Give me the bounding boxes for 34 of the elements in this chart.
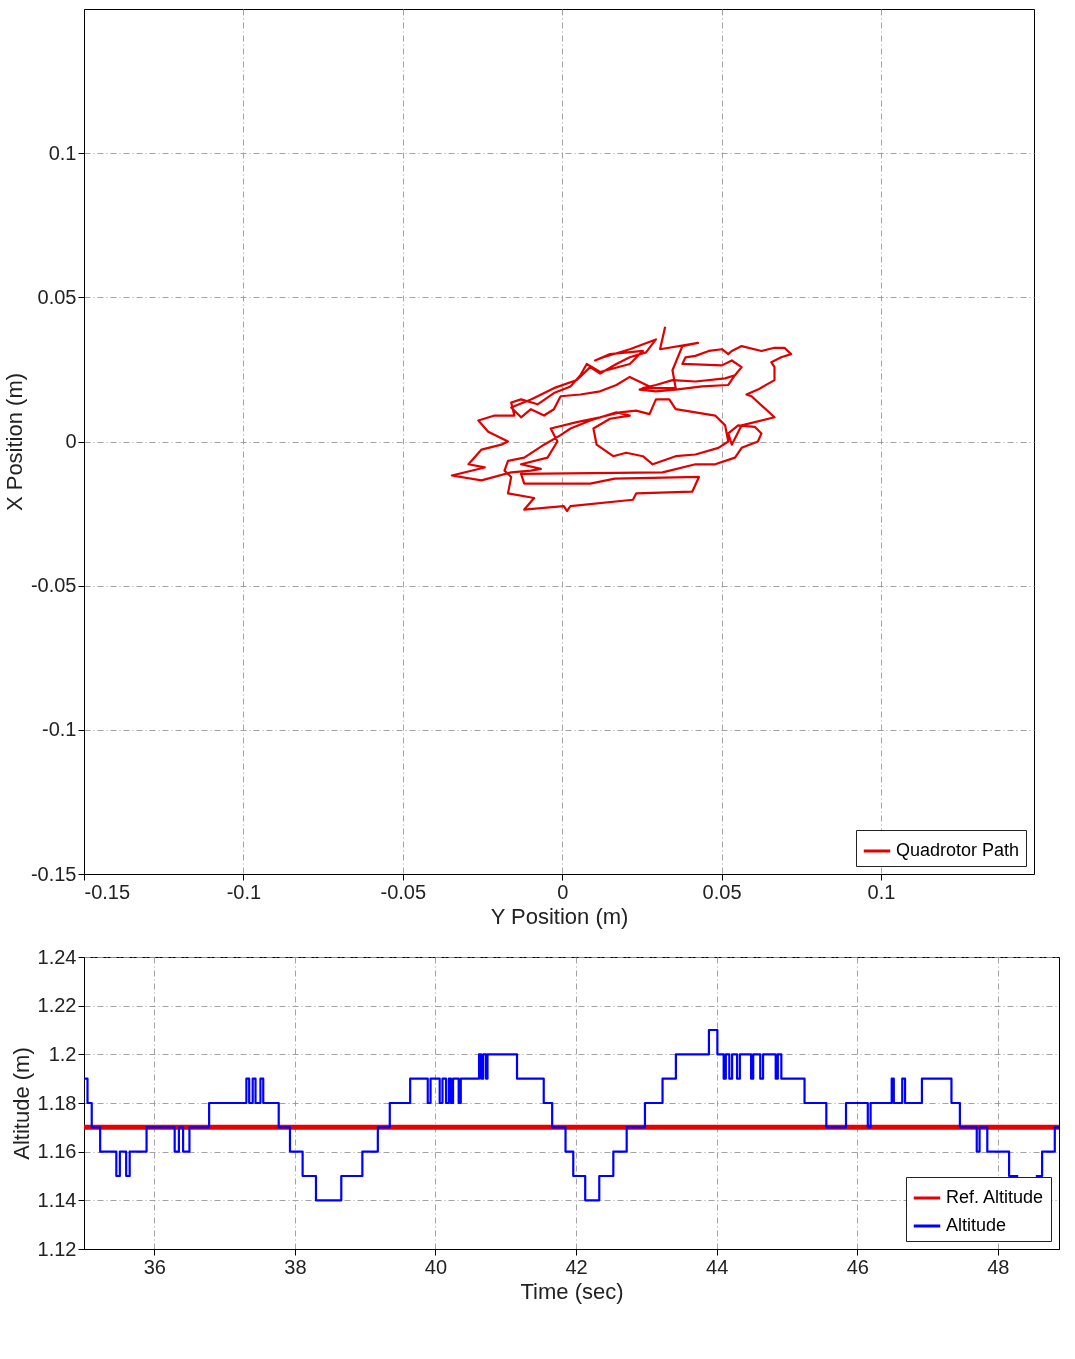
legend-label: Altitude xyxy=(946,1215,1007,1235)
x-axis-title: Y Position (m) xyxy=(490,903,629,929)
y-tick-label: 0 xyxy=(65,430,77,452)
legend-label: Ref. Altitude xyxy=(946,1187,1044,1207)
x-tick-label: 40 xyxy=(424,1255,448,1278)
y-tick-label: 1.22 xyxy=(37,994,77,1017)
y-axis-title: X Position (m) xyxy=(1,372,27,512)
y-tick-label: 0.1 xyxy=(48,141,77,164)
x-tick-label: -0.1 xyxy=(226,880,262,903)
y-tick-label: 1.12 xyxy=(37,1237,77,1260)
y-tick-label: -0.05 xyxy=(30,574,77,597)
x-tick-label: 36 xyxy=(143,1255,166,1278)
x-tick-label: -0.15 xyxy=(84,880,131,903)
y-tick-label: -0.1 xyxy=(42,718,77,741)
y-tick-label: 1.2 xyxy=(48,1042,77,1065)
y-tick-label: -0.15 xyxy=(30,862,77,885)
x-tick-label: 48 xyxy=(987,1255,1010,1278)
y-tick-label: 1.18 xyxy=(37,1091,77,1114)
x-tick-label: 0.05 xyxy=(702,880,742,903)
x-tick-label: 38 xyxy=(284,1255,307,1278)
x-tick-label: 0 xyxy=(557,880,569,903)
y-tick-label: 1.16 xyxy=(37,1140,77,1163)
legend-label: Quadrotor Path xyxy=(896,840,1020,860)
x-tick-label: -0.05 xyxy=(380,880,427,903)
y-tick-label: 0.05 xyxy=(37,285,77,308)
line-series xyxy=(450,325,793,513)
x-axis-title: Time (sec) xyxy=(520,1278,624,1304)
x-tick-label: 44 xyxy=(706,1255,729,1278)
x-tick-label: 46 xyxy=(846,1255,869,1278)
x-tick-label: 42 xyxy=(565,1255,588,1278)
y-tick-label: 1.24 xyxy=(37,945,77,968)
y-axis-title: Altitude (m) xyxy=(8,1047,34,1160)
y-tick-label: 1.14 xyxy=(37,1188,77,1211)
x-tick-label: 0.1 xyxy=(867,880,896,903)
